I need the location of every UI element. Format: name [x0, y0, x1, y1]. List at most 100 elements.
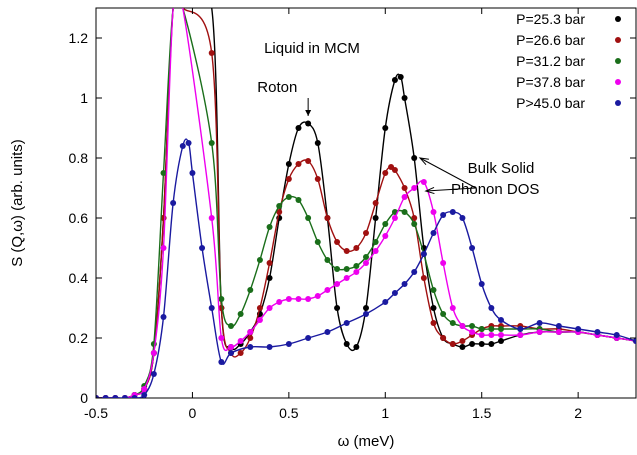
data-point	[343, 320, 350, 326]
data-point	[401, 209, 408, 215]
data-point	[208, 215, 215, 221]
plot-frame	[95, 7, 637, 399]
data-point	[199, 245, 206, 251]
legend: P=25.3 bar P=26.6 bar P=31.2 bar P=37.8 bar…	[516, 11, 621, 111]
solid-arrow-head-2	[424, 186, 435, 195]
data-point	[440, 212, 447, 218]
series-4	[96, 8, 636, 398]
data-point	[397, 74, 404, 80]
data-point	[459, 323, 466, 329]
x-tick-label: 1.5	[472, 405, 492, 421]
data-point	[228, 323, 234, 329]
data-point	[488, 332, 495, 338]
data-point	[305, 215, 312, 221]
data-point	[382, 233, 389, 239]
data-point	[170, 200, 177, 206]
data-point	[247, 329, 254, 335]
data-point	[228, 350, 234, 356]
x-tick-label: -0.5	[84, 405, 108, 421]
data-point	[363, 230, 369, 236]
data-point	[324, 215, 331, 221]
data-point	[411, 221, 418, 227]
data-point	[285, 341, 292, 347]
x-tick-label: 0.5	[279, 405, 299, 421]
data-point	[459, 215, 466, 221]
data-point	[247, 287, 254, 293]
data-point	[353, 344, 360, 350]
data-point	[141, 386, 148, 392]
data-point	[517, 326, 524, 332]
data-point	[247, 344, 254, 350]
data-point	[218, 296, 225, 302]
legend-label: P=37.8 bar	[516, 74, 585, 90]
data-point	[430, 305, 437, 311]
data-point	[324, 257, 331, 263]
y-tick-label: 1	[80, 90, 88, 106]
data-point	[266, 344, 273, 350]
data-point	[420, 179, 427, 185]
data-point	[430, 209, 437, 215]
data-point	[411, 215, 418, 221]
data-point	[276, 209, 283, 215]
series-5	[96, 138, 636, 398]
data-point	[401, 194, 408, 200]
data-point	[594, 329, 601, 335]
data-point	[478, 341, 485, 347]
data-point	[498, 317, 504, 323]
data-point	[305, 296, 312, 302]
series-layer	[96, 8, 636, 398]
data-point	[391, 290, 398, 296]
data-point	[459, 344, 466, 350]
data-point	[401, 95, 408, 101]
data-point	[391, 215, 398, 221]
solid-arrow-head-1	[418, 157, 429, 166]
axes-layer: -0.5 0 0.5 1 1.5 200.20.40.60.811.2	[69, 8, 636, 421]
annotation-phonon-dos: Phonon DOS	[451, 181, 539, 198]
data-point	[391, 77, 398, 83]
y-tick-label: 0	[80, 390, 88, 406]
data-point	[517, 332, 524, 338]
data-point	[449, 320, 456, 326]
data-point	[420, 275, 427, 281]
data-point	[179, 143, 186, 149]
data-point	[469, 329, 476, 335]
data-point	[285, 296, 292, 302]
data-point	[411, 269, 418, 275]
data-point	[633, 338, 636, 344]
data-point	[305, 120, 312, 127]
legend-marker	[615, 100, 621, 106]
data-point	[430, 230, 437, 236]
data-point	[536, 329, 543, 335]
y-tick-label: 0.4	[69, 270, 89, 286]
data-point	[440, 311, 447, 317]
legend-label: P=31.2 bar	[516, 53, 585, 69]
roton-arrow-head	[305, 110, 312, 116]
series-line-5	[96, 138, 636, 398]
data-point	[334, 281, 341, 287]
data-point	[266, 260, 273, 266]
data-point	[382, 221, 389, 227]
data-point	[382, 299, 389, 305]
data-point	[185, 140, 192, 146]
data-point	[295, 125, 302, 131]
data-point	[150, 350, 157, 356]
data-point	[102, 395, 109, 398]
data-point	[440, 335, 447, 341]
data-point	[372, 239, 379, 245]
data-point	[372, 248, 379, 254]
data-point	[314, 176, 321, 182]
data-point	[256, 257, 263, 263]
data-point	[295, 296, 302, 302]
data-point	[305, 335, 312, 341]
data-point	[295, 161, 302, 167]
data-point	[256, 305, 263, 311]
data-point	[160, 314, 167, 320]
data-point	[324, 329, 331, 335]
data-point	[218, 335, 225, 341]
data-point	[314, 293, 321, 299]
data-point	[266, 275, 273, 281]
data-point	[488, 326, 495, 332]
data-point	[363, 254, 369, 260]
annotations: Liquid in MCM Roton Bulk Solid Phonon DO…	[257, 40, 539, 198]
